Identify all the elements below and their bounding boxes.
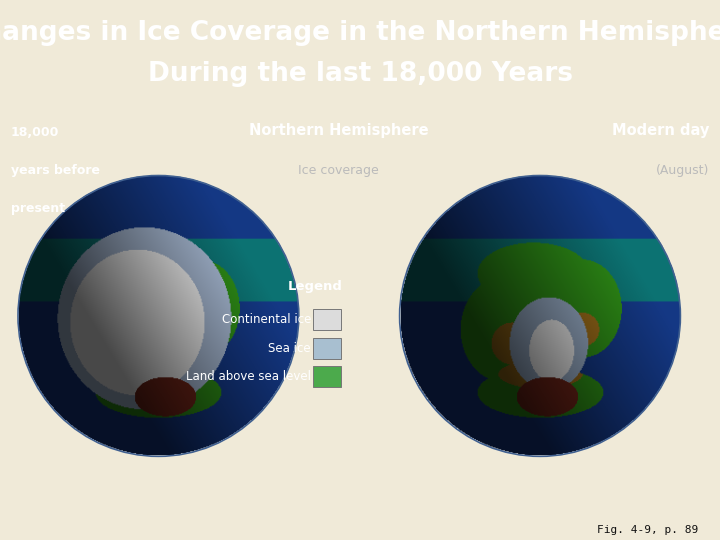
Text: present: present	[11, 202, 65, 215]
Text: Continental ice: Continental ice	[222, 313, 311, 326]
Text: Ice coverage: Ice coverage	[298, 164, 379, 177]
Text: Modern day: Modern day	[612, 123, 709, 138]
Text: (August): (August)	[656, 164, 709, 177]
Text: Northern Hemisphere: Northern Hemisphere	[248, 123, 428, 138]
Text: Land above sea level: Land above sea level	[186, 370, 311, 383]
Text: During the last 18,000 Years: During the last 18,000 Years	[148, 60, 572, 87]
Bar	[313, 366, 341, 387]
Bar	[313, 338, 341, 359]
Text: 18,000: 18,000	[11, 126, 59, 139]
Bar	[313, 309, 341, 330]
Text: Changes in Ice Coverage in the Northern Hemisphere: Changes in Ice Coverage in the Northern …	[0, 20, 720, 46]
Text: Legend: Legend	[288, 280, 343, 293]
Text: years before: years before	[11, 164, 100, 177]
Text: Sea ice: Sea ice	[269, 342, 311, 355]
Text: Fig. 4-9, p. 89: Fig. 4-9, p. 89	[597, 525, 698, 535]
